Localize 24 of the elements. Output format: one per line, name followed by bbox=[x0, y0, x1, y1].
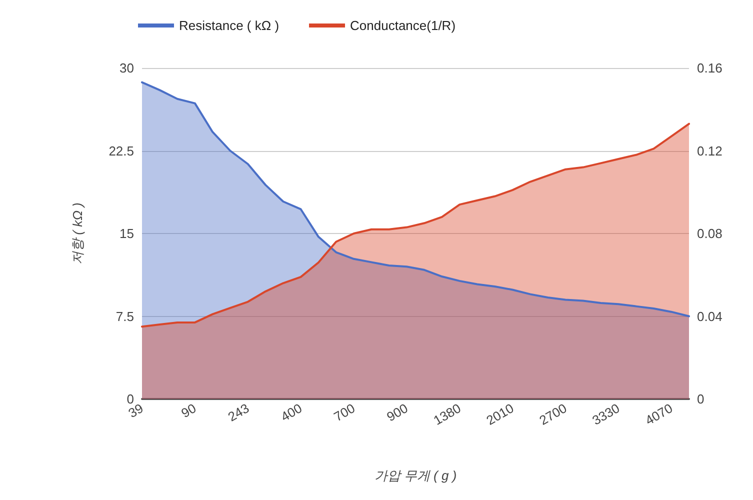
x-tick-label: 900 bbox=[384, 400, 410, 424]
x-tick-label: 1380 bbox=[430, 400, 464, 428]
y-tick-label: 30 bbox=[120, 60, 134, 76]
y-tick-label: 7.5 bbox=[116, 308, 134, 324]
y2-tick-label: 0.08 bbox=[697, 226, 722, 241]
x-tick-label: 400 bbox=[278, 400, 305, 424]
y-tick-label: 22.5 bbox=[108, 143, 134, 158]
y-axis-title: 저항 ( kΩ ) bbox=[70, 202, 85, 264]
y2-tick-label: 0 bbox=[697, 392, 704, 406]
y-tick-label: 0 bbox=[126, 392, 134, 406]
x-tick-label: 700 bbox=[331, 400, 358, 424]
x-tick-label: 4070 bbox=[642, 400, 676, 428]
y2-tick-label: 0.04 bbox=[697, 308, 722, 324]
x-tick-label: 90 bbox=[178, 400, 199, 421]
legend-label: Conductance(1/R) bbox=[350, 18, 456, 33]
x-tick-label: 3330 bbox=[590, 400, 622, 428]
x-axis-title: 가압 무게 ( g ) bbox=[374, 468, 457, 483]
y2-tick-label: 0.12 bbox=[697, 143, 722, 158]
x-tick-label: 243 bbox=[225, 400, 252, 424]
x-tick-label: 2010 bbox=[484, 400, 516, 428]
legend-label: Resistance ( kΩ ) bbox=[179, 18, 280, 33]
x-tick-label: 2700 bbox=[536, 400, 570, 428]
y-tick-label: 15 bbox=[120, 226, 134, 241]
y2-tick-label: 0.16 bbox=[697, 60, 722, 76]
